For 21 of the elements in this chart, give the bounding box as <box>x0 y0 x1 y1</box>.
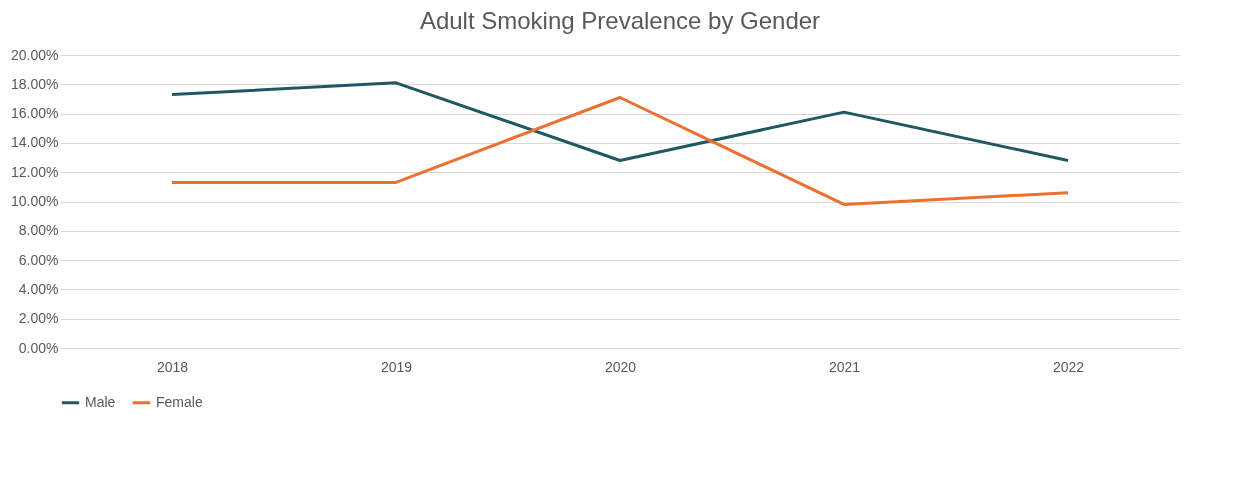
y-tick-label: 4.00% <box>18 280 59 297</box>
y-tick-label: 18.00% <box>11 75 59 92</box>
chart-title: Adult Smoking Prevalence by Gender <box>419 7 821 34</box>
y-tick-label: 2.00% <box>18 310 59 327</box>
x-tick-label: 2022 <box>1052 358 1085 375</box>
line-series <box>170 81 1070 162</box>
y-tick-label: 8.00% <box>18 222 59 239</box>
y-tick-label: 6.00% <box>18 251 59 268</box>
x-tick-label: 2019 <box>380 358 413 375</box>
legend-label: Male <box>85 393 116 410</box>
x-tick-label: 2021 <box>828 358 861 375</box>
legend-label: Female <box>156 393 203 410</box>
x-tick-label: 2018 <box>156 358 189 375</box>
y-tick-label: 16.00% <box>11 105 59 122</box>
y-tick-label: 0.00% <box>18 339 59 356</box>
line-series <box>170 95 1070 206</box>
y-tick-label: 14.00% <box>11 134 59 151</box>
y-tick-label: 12.00% <box>11 163 59 180</box>
x-tick-label: 2020 <box>604 358 637 375</box>
y-tick-label: 20.00% <box>11 46 59 63</box>
y-tick-label: 10.00% <box>11 193 59 209</box>
